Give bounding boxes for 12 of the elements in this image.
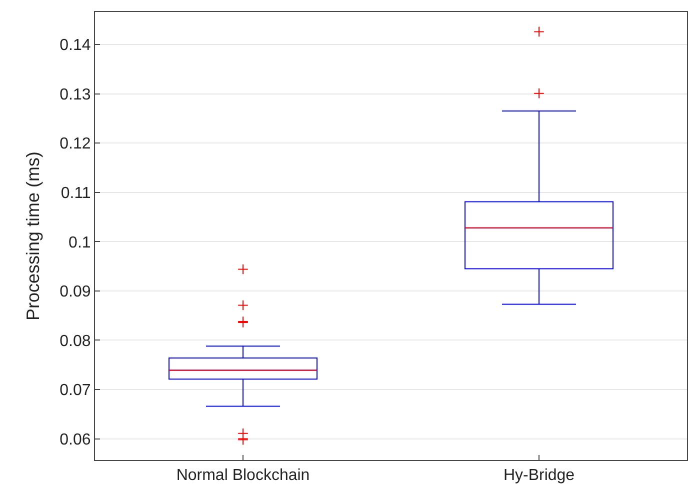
y-tick-label: 0.07 bbox=[60, 382, 91, 400]
y-tick-label: 0.11 bbox=[60, 184, 91, 202]
y-tick-label: 0.12 bbox=[60, 136, 91, 153]
y-tick-label: 0.13 bbox=[60, 86, 91, 104]
y-tick-label: 0.09 bbox=[60, 284, 91, 301]
y-tick-label: 0.06 bbox=[60, 431, 91, 448]
y-tick-label: 0.08 bbox=[60, 332, 91, 350]
y-tick-label: 0.14 bbox=[60, 37, 91, 54]
y-tick-label: 0.1 bbox=[68, 234, 91, 252]
y-axis-title: Processing time (ms) bbox=[22, 151, 43, 321]
x-tick-label: Normal Blockchain bbox=[176, 467, 310, 484]
x-tick-label: Hy-Bridge bbox=[503, 467, 575, 484]
